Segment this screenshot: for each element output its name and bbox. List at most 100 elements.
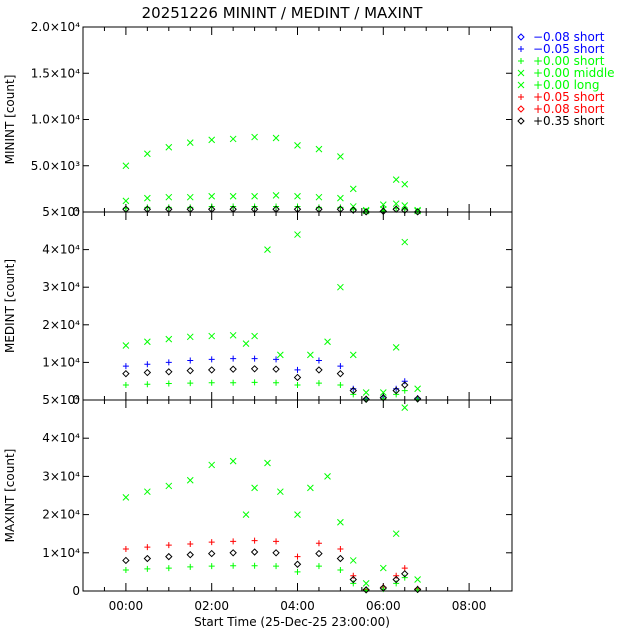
data-point: [229, 331, 237, 339]
data-point: [272, 549, 280, 557]
y-axis-label: MAXINT [count]: [3, 449, 17, 543]
y-tick-label: 4×10⁴: [42, 431, 80, 445]
data-point: [393, 580, 400, 587]
legend-item: +0.35 short: [517, 114, 605, 128]
data-point: [401, 381, 409, 389]
x-tick-label: 02:00: [194, 599, 229, 613]
legend-label: +0.35 short: [533, 114, 605, 128]
data-point: [393, 385, 400, 392]
data-point: [143, 488, 151, 496]
data-point: [264, 246, 271, 253]
data-point: [186, 193, 194, 201]
data-point: [392, 200, 400, 208]
legend-item: +0.00 middle: [517, 66, 615, 80]
data-point: [294, 568, 301, 575]
data-point: [165, 380, 172, 387]
panel-bottom: 0 1×10⁴ 2×10⁴ 3×10⁴ 4×10⁴ 5×10⁴ MAXINT [count]: [3, 393, 513, 598]
data-point: [401, 574, 408, 581]
data-point: [362, 580, 370, 587]
panel-frame: [82, 399, 513, 592]
data-point: [315, 145, 323, 153]
y-tick-label: 5×10⁴: [42, 393, 80, 407]
data-point: [144, 544, 151, 551]
data-point: [208, 379, 215, 386]
data-point: [144, 381, 151, 388]
data-point: [294, 553, 301, 560]
data-point: [294, 366, 301, 373]
data-point: [187, 541, 194, 548]
y-tick-label: 5×10⁴: [42, 205, 80, 219]
data-point: [230, 538, 237, 545]
data-point: [122, 381, 129, 388]
legend-label: +0.00 middle: [533, 66, 615, 80]
legend-label: −0.05 short: [533, 42, 605, 56]
y-tick-label: 3×10⁴: [42, 469, 80, 483]
legend-item: +0.00 long: [517, 78, 600, 92]
data-point: [165, 193, 173, 201]
data-point: [392, 530, 400, 538]
data-point: [337, 566, 344, 573]
data-point: [414, 385, 421, 393]
data-point: [230, 355, 237, 362]
data-point: [165, 565, 172, 572]
data-point: [401, 404, 409, 411]
data-point: [165, 204, 172, 211]
legend-marker: [517, 117, 525, 125]
data-point: [315, 204, 322, 211]
data-point: [165, 552, 173, 561]
data-point: [413, 395, 422, 403]
data-point: [293, 560, 302, 568]
data-point: [165, 368, 173, 376]
y-tick-label: 2×10⁴: [42, 508, 80, 522]
legend: −0.08 short−0.05 short+0.00 short+0.00 m…: [517, 30, 615, 128]
data-point: [208, 461, 216, 469]
data-point: [122, 369, 130, 378]
series--0-00-short: [122, 562, 421, 594]
data-point: [251, 537, 258, 544]
data-point: [165, 335, 173, 343]
data-point: [165, 542, 172, 549]
data-point: [144, 361, 151, 368]
legend-item: +0.05 short: [518, 90, 605, 104]
data-point: [186, 366, 194, 375]
data-point: [187, 563, 194, 570]
data-point: [229, 192, 237, 200]
data-point: [143, 368, 152, 377]
data-point: [230, 562, 237, 569]
data-point: [208, 563, 215, 570]
legend-item: −0.05 short: [518, 42, 605, 56]
data-point: [307, 351, 314, 359]
data-point: [392, 176, 400, 183]
y-tick-label: 2×10⁴: [42, 318, 80, 332]
data-point: [208, 136, 216, 144]
data-point: [349, 386, 357, 395]
data-point: [413, 208, 422, 216]
data-point: [208, 356, 215, 363]
data-point: [362, 389, 370, 396]
data-point: [401, 378, 408, 385]
data-point: [272, 191, 280, 199]
data-point: [324, 338, 331, 346]
series--0-05-short: [122, 355, 421, 402]
chart-title: 20251226 MININT / MEDINT / MAXINT: [142, 4, 424, 22]
y-tick-label: 1×10⁴: [42, 355, 80, 369]
data-point: [229, 135, 237, 143]
data-point: [144, 204, 151, 211]
data-point: [315, 549, 323, 558]
data-point: [349, 206, 357, 214]
data-point: [122, 162, 130, 170]
series--0-00-long: [122, 404, 421, 587]
data-point: [264, 459, 271, 467]
data-point: [294, 142, 301, 149]
data-point: [315, 540, 322, 547]
data-point: [122, 494, 130, 501]
data-point: [349, 351, 357, 359]
data-point: [251, 355, 258, 362]
data-point: [122, 363, 129, 370]
data-point: [208, 539, 215, 546]
series--0-35-short: [122, 205, 422, 216]
data-point: [122, 545, 129, 552]
series--0-00-short: [122, 379, 421, 403]
data-point: [251, 192, 258, 200]
data-point: [336, 554, 345, 563]
